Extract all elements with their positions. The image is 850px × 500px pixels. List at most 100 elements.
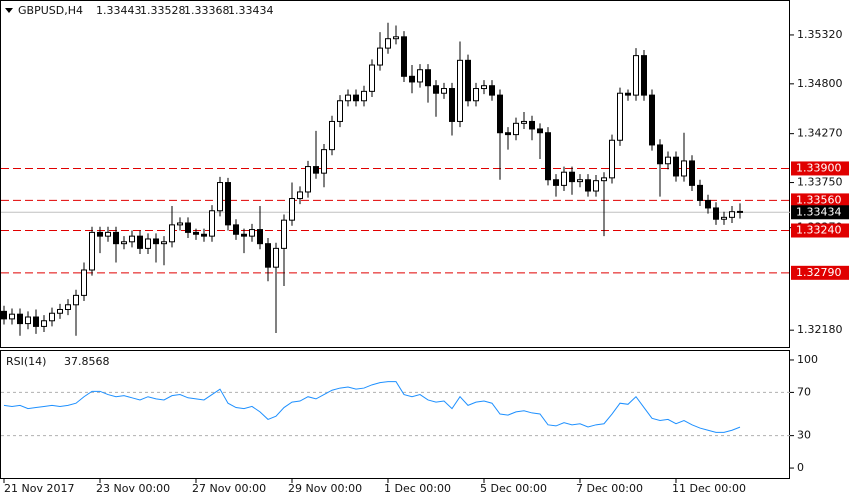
candle-body — [401, 36, 407, 77]
candle-body — [273, 247, 279, 268]
candle-body — [105, 231, 111, 237]
rsi-panel — [0, 350, 790, 479]
candle-body — [17, 313, 23, 325]
candle-body — [361, 90, 367, 102]
level-label: 1.33900 — [796, 161, 842, 174]
rsi-value: 37.8568 — [64, 355, 110, 368]
candle-body — [49, 312, 55, 322]
candle-body — [225, 182, 231, 226]
candle-body — [689, 160, 695, 186]
y-tick-label: 1.34270 — [797, 127, 843, 140]
y-tick-label: 1.34800 — [797, 77, 843, 90]
candle-body — [697, 184, 703, 201]
candle-body — [153, 238, 159, 245]
x-tick-label: 5 Dec 00:00 — [480, 482, 547, 495]
candle-body — [673, 156, 679, 177]
candle-body — [233, 224, 239, 235]
candle-body — [417, 69, 423, 83]
level-tag — [791, 193, 849, 208]
quote-close: 1.33434 — [228, 4, 274, 17]
rsi-line — [3, 381, 741, 433]
candle-body — [577, 179, 583, 183]
candle-body — [97, 231, 103, 237]
candle-body — [129, 235, 135, 243]
candle-body — [593, 180, 599, 192]
candle-body — [305, 166, 311, 193]
candle-body — [497, 94, 503, 134]
candle-body — [241, 233, 247, 237]
candle-body — [33, 316, 39, 327]
candle-body — [729, 211, 735, 218]
candle-body — [393, 36, 399, 40]
candle-body — [705, 199, 711, 209]
y-tick-label: 100 — [797, 353, 818, 366]
candle-body — [345, 94, 351, 102]
candle-body — [201, 233, 207, 237]
candle-body — [65, 304, 71, 310]
candle-body — [193, 231, 199, 235]
candle-body — [9, 313, 15, 320]
candle-body — [553, 179, 559, 186]
candle-body — [209, 210, 215, 237]
candle-body — [561, 171, 567, 186]
current-price-tag — [791, 205, 849, 220]
candle-body — [585, 179, 591, 192]
candle-body — [449, 88, 455, 122]
candle-body — [321, 149, 327, 174]
candle-body — [569, 171, 575, 183]
candle-body — [609, 139, 615, 179]
main-panel — [0, 0, 790, 348]
rsi-name: RSI(14) — [6, 355, 46, 368]
candle-body — [441, 88, 447, 94]
candle-body — [281, 219, 287, 249]
symbol: GBPUSD,H4 — [18, 4, 83, 17]
level-label: 1.33560 — [796, 193, 842, 206]
level-tag — [791, 265, 849, 280]
candle-body — [681, 160, 687, 177]
menu-arrow — [5, 8, 13, 13]
candle-body — [521, 120, 527, 124]
x-tick-label: 27 Nov 00:00 — [192, 482, 266, 495]
candle-body — [641, 55, 647, 96]
candle-body — [249, 229, 255, 237]
candle-body — [457, 59, 463, 122]
candle-body — [257, 229, 263, 245]
y-tick-label: 1.35320 — [797, 28, 843, 41]
candle-body — [297, 191, 303, 200]
x-tick-label: 29 Nov 00:00 — [288, 482, 362, 495]
candle-body — [145, 238, 151, 249]
candle-body — [537, 128, 543, 134]
candle-body — [337, 100, 343, 122]
candle-body — [353, 94, 359, 102]
candle-body — [89, 231, 95, 271]
y-tick-label: 30 — [797, 429, 811, 442]
candle-body — [25, 316, 31, 325]
x-tick-label: 7 Dec 00:00 — [576, 482, 643, 495]
candle-body — [465, 59, 471, 102]
candle-body — [289, 198, 295, 221]
y-tick-label: 70 — [797, 385, 811, 398]
candle-body — [385, 38, 391, 49]
x-tick-label: 21 Nov 2017 — [4, 482, 74, 495]
current-price-label: 1.33434 — [796, 205, 842, 218]
candle-body — [713, 207, 719, 220]
x-tick-label: 23 Nov 00:00 — [96, 482, 170, 495]
candle-body — [113, 231, 119, 245]
candle-body — [57, 308, 63, 314]
candle-body — [265, 243, 271, 268]
x-tick-label: 1 Dec 00:00 — [384, 482, 451, 495]
candle-body — [481, 85, 487, 90]
candle-body — [73, 294, 79, 306]
candle-body — [657, 144, 663, 165]
candle-body — [137, 235, 143, 249]
y-tick-label: 0 — [797, 461, 804, 474]
candle-body — [425, 69, 431, 87]
candle-body — [217, 182, 223, 212]
candle-body — [177, 222, 183, 226]
candle-body — [409, 75, 415, 83]
candle-body — [489, 85, 495, 96]
quote-high: 1.33528 — [140, 4, 186, 17]
candle-body — [617, 92, 623, 141]
candle-body — [329, 120, 335, 151]
y-tick-label: 1.33750 — [797, 176, 843, 189]
